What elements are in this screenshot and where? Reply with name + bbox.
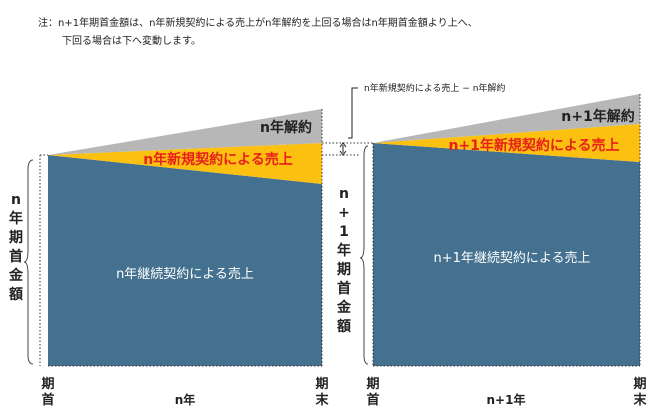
right-new-label: n+1年新規契約による売上 [448,137,619,154]
left-base-area [48,155,322,366]
left-churn-area [48,109,322,155]
left-panel: n年解約 n年新規契約による売上 n年継続契約による売上 [23,109,323,367]
right-brace [359,145,369,365]
right-churn-label: n+1年解約 [561,108,634,125]
left-base-label: n年継続契約による売上 [116,266,254,282]
left-brace [23,159,34,365]
right-panel: n年新規契約による売上 − n年解約 n+1年解約 n+1年新規契約による売上 … [322,82,641,367]
note: 注：n+1年期首金額は、n年新規契約による売上がn年解約を上回る場合はn年期首金… [38,15,478,51]
left-x-start: 期首 [41,377,54,408]
right-churn-area [373,94,640,143]
diff-label: n年新規契約による売上 − n年解約 [364,82,505,94]
left-churn-label: n年解約 [260,119,312,136]
left-vertical-label: n 年期首金額 [8,192,24,303]
diff-arrow [339,142,347,156]
right-x-start-text: 期首 [366,377,379,408]
right-vertical-label-text: n +1 年期首金額 [336,186,352,335]
left-x-end-text: 期末 [314,377,329,408]
diff-leader-line [348,87,358,139]
right-base-area [373,143,640,366]
left-x-end: 期末 [314,377,329,408]
right-x-mid: n+1年 [487,392,526,407]
note-line-2: 下回る場合は下へ変動します。 [62,36,201,47]
right-x-end: 期末 [632,377,647,408]
right-base-label: n+1年継続契約による売上 [433,250,590,266]
note-line-1: 注：n+1年期首金額は、n年新規契約による売上がn年解約を上回る場合はn年期首金… [38,18,478,29]
left-new-area [48,143,322,184]
left-new-label: n年新規契約による売上 [143,151,293,168]
right-vertical-label: n +1 年期首金額 [336,186,352,335]
right-new-area [373,124,640,162]
left-x-mid: n年 [175,392,196,407]
right-x-end-text: 期末 [632,377,647,408]
left-x-start-text: 期首 [41,377,54,408]
right-x-start: 期首 [366,377,379,408]
left-vertical-label-text: n 年期首金額 [8,192,24,303]
